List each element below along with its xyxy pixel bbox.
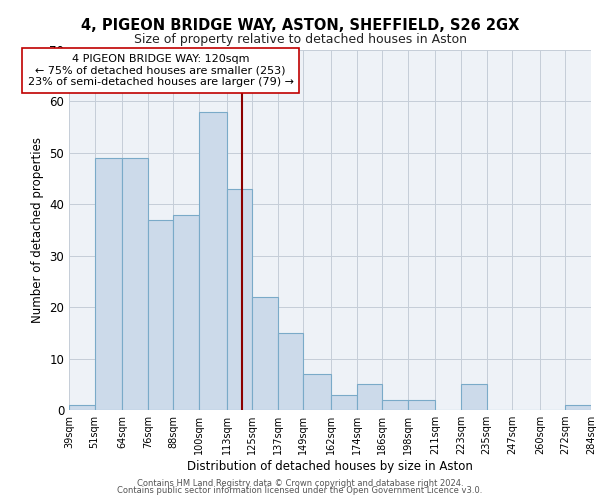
Bar	[461, 384, 487, 410]
Bar	[331, 394, 356, 410]
Bar	[304, 374, 331, 410]
Bar	[356, 384, 382, 410]
Bar	[565, 405, 591, 410]
Text: Contains HM Land Registry data © Crown copyright and database right 2024.: Contains HM Land Registry data © Crown c…	[137, 478, 463, 488]
Bar	[382, 400, 408, 410]
Bar	[122, 158, 148, 410]
Text: 4 PIGEON BRIDGE WAY: 120sqm
← 75% of detached houses are smaller (253)
23% of se: 4 PIGEON BRIDGE WAY: 120sqm ← 75% of det…	[28, 54, 293, 87]
Bar	[199, 112, 227, 410]
Y-axis label: Number of detached properties: Number of detached properties	[31, 137, 44, 323]
Bar	[278, 333, 304, 410]
Bar	[173, 214, 199, 410]
Text: Size of property relative to detached houses in Aston: Size of property relative to detached ho…	[133, 32, 467, 46]
X-axis label: Distribution of detached houses by size in Aston: Distribution of detached houses by size …	[187, 460, 473, 473]
Bar	[95, 158, 122, 410]
Bar	[252, 297, 278, 410]
Bar	[69, 405, 95, 410]
Bar	[148, 220, 173, 410]
Text: Contains public sector information licensed under the Open Government Licence v3: Contains public sector information licen…	[118, 486, 482, 495]
Bar	[227, 189, 252, 410]
Text: 4, PIGEON BRIDGE WAY, ASTON, SHEFFIELD, S26 2GX: 4, PIGEON BRIDGE WAY, ASTON, SHEFFIELD, …	[81, 18, 519, 32]
Bar	[408, 400, 436, 410]
